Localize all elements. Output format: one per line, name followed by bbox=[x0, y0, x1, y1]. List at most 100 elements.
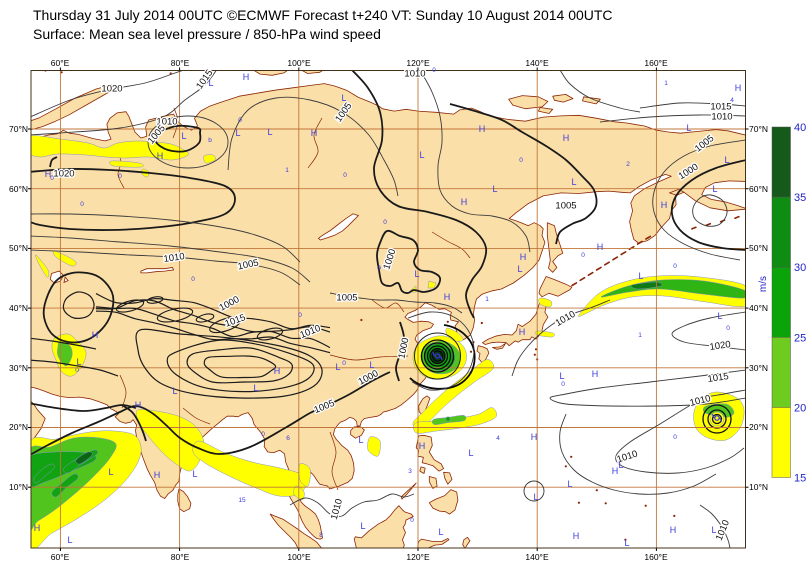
svg-text:L: L bbox=[724, 155, 729, 165]
svg-text:0: 0 bbox=[238, 117, 242, 124]
svg-text:H: H bbox=[735, 83, 742, 93]
svg-text:H: H bbox=[597, 242, 604, 252]
svg-text:15: 15 bbox=[238, 497, 246, 504]
svg-text:40°N: 40°N bbox=[749, 303, 768, 313]
svg-text:2: 2 bbox=[626, 161, 630, 168]
svg-text:1020: 1020 bbox=[709, 339, 731, 353]
svg-text:1020: 1020 bbox=[53, 169, 74, 180]
svg-text:1: 1 bbox=[638, 332, 642, 339]
svg-text:35: 35 bbox=[794, 192, 806, 204]
svg-text:0: 0 bbox=[519, 157, 523, 164]
svg-text:H: H bbox=[519, 327, 526, 337]
svg-text:L: L bbox=[235, 128, 240, 138]
svg-text:L: L bbox=[108, 467, 113, 477]
svg-text:100°E: 100°E bbox=[287, 552, 311, 562]
svg-text:L: L bbox=[360, 521, 365, 531]
svg-text:L: L bbox=[414, 269, 419, 279]
svg-text:H: H bbox=[531, 432, 538, 442]
svg-text:100°E: 100°E bbox=[287, 58, 311, 68]
svg-text:0: 0 bbox=[342, 360, 346, 367]
svg-text:30°N: 30°N bbox=[749, 363, 768, 373]
svg-text:0: 0 bbox=[191, 276, 195, 283]
svg-text:L: L bbox=[712, 184, 717, 194]
svg-text:1010: 1010 bbox=[404, 69, 425, 80]
svg-text:L: L bbox=[711, 525, 716, 535]
svg-text:H: H bbox=[563, 133, 570, 143]
svg-text:3: 3 bbox=[408, 468, 412, 475]
svg-text:L: L bbox=[533, 492, 538, 502]
svg-text:1010: 1010 bbox=[156, 117, 177, 128]
svg-text:4: 4 bbox=[496, 435, 500, 442]
svg-text:H: H bbox=[34, 523, 41, 533]
svg-text:0: 0 bbox=[118, 173, 122, 180]
svg-text:1010: 1010 bbox=[163, 251, 185, 265]
svg-text:L: L bbox=[208, 78, 213, 88]
svg-text:L: L bbox=[76, 357, 81, 367]
svg-text:0: 0 bbox=[377, 265, 381, 272]
svg-text:15: 15 bbox=[794, 473, 806, 485]
svg-text:40°N: 40°N bbox=[9, 303, 28, 313]
svg-text:H: H bbox=[661, 200, 668, 210]
svg-text:0: 0 bbox=[410, 517, 414, 524]
svg-text:m/s: m/s bbox=[758, 276, 769, 292]
svg-text:30°N: 30°N bbox=[9, 363, 28, 373]
svg-text:10°N: 10°N bbox=[749, 482, 768, 492]
svg-text:10°N: 10°N bbox=[9, 482, 28, 492]
svg-text:30: 30 bbox=[794, 262, 806, 274]
svg-text:b: b bbox=[208, 137, 212, 144]
svg-text:1: 1 bbox=[285, 167, 289, 174]
svg-text:H: H bbox=[274, 366, 281, 376]
svg-text:80°E: 80°E bbox=[171, 552, 190, 562]
svg-text:1: 1 bbox=[485, 296, 489, 303]
svg-text:1020: 1020 bbox=[101, 84, 122, 95]
svg-text:60°N: 60°N bbox=[749, 184, 768, 194]
svg-text:120°E: 120°E bbox=[406, 552, 430, 562]
svg-text:L: L bbox=[181, 131, 186, 141]
svg-text:0: 0 bbox=[673, 434, 677, 441]
svg-text:H: H bbox=[419, 441, 426, 451]
svg-text:L: L bbox=[624, 538, 629, 548]
svg-text:0: 0 bbox=[50, 175, 54, 182]
svg-text:1015: 1015 bbox=[710, 102, 731, 113]
svg-text:60°E: 60°E bbox=[51, 552, 70, 562]
svg-text:H: H bbox=[243, 72, 250, 82]
svg-text:L: L bbox=[172, 386, 177, 396]
svg-text:L: L bbox=[335, 362, 340, 372]
svg-text:L: L bbox=[438, 527, 443, 537]
svg-text:60°E: 60°E bbox=[51, 58, 70, 68]
svg-text:L: L bbox=[567, 479, 572, 489]
svg-text:20°N: 20°N bbox=[749, 422, 768, 432]
svg-text:H: H bbox=[311, 128, 318, 138]
svg-text:L: L bbox=[468, 448, 473, 458]
svg-text:0: 0 bbox=[581, 252, 585, 259]
svg-text:80°E: 80°E bbox=[171, 58, 190, 68]
svg-text:L: L bbox=[559, 371, 564, 381]
svg-text:L: L bbox=[492, 184, 497, 194]
svg-text:L: L bbox=[419, 150, 424, 160]
svg-text:H: H bbox=[92, 330, 99, 340]
svg-text:6: 6 bbox=[286, 435, 290, 442]
svg-text:0: 0 bbox=[298, 312, 302, 319]
svg-text:L: L bbox=[369, 360, 374, 370]
svg-text:H: H bbox=[135, 400, 142, 410]
svg-text:L: L bbox=[517, 264, 522, 274]
svg-text:L: L bbox=[571, 177, 576, 187]
svg-text:H: H bbox=[444, 292, 451, 302]
svg-text:25: 25 bbox=[794, 332, 806, 344]
svg-text:140°E: 140°E bbox=[525, 58, 549, 68]
svg-text:70°N: 70°N bbox=[9, 124, 28, 134]
svg-text:120°E: 120°E bbox=[406, 58, 430, 68]
svg-text:50°N: 50°N bbox=[749, 243, 768, 253]
svg-text:L: L bbox=[717, 311, 722, 321]
svg-text:1015: 1015 bbox=[707, 371, 729, 385]
svg-text:70°N: 70°N bbox=[749, 124, 768, 134]
svg-text:H: H bbox=[573, 531, 580, 541]
svg-text:H: H bbox=[612, 466, 619, 476]
svg-text:L: L bbox=[253, 383, 258, 393]
svg-text:L: L bbox=[618, 460, 623, 470]
svg-text:H: H bbox=[520, 252, 527, 262]
svg-text:60°N: 60°N bbox=[9, 184, 28, 194]
svg-text:L: L bbox=[638, 271, 643, 281]
svg-text:H: H bbox=[157, 151, 164, 161]
svg-text:160°E: 160°E bbox=[644, 58, 668, 68]
